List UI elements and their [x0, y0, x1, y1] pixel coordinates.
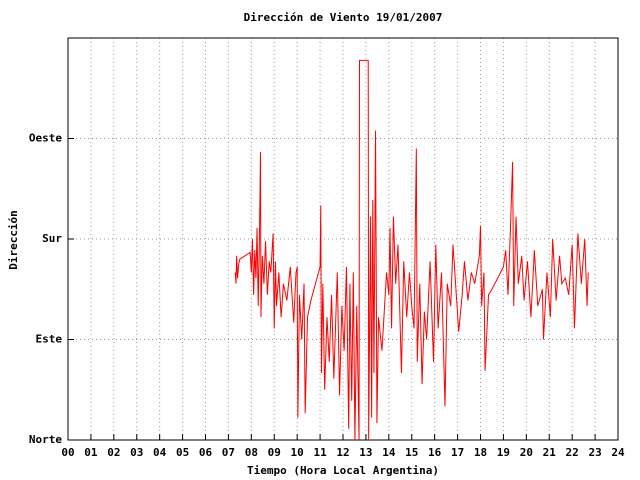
x-tick-label: 08	[245, 446, 258, 459]
x-tick-label: 02	[107, 446, 120, 459]
x-tick-label: 09	[268, 446, 281, 459]
x-tick-label: 21	[543, 446, 557, 459]
x-tick-label: 23	[588, 446, 601, 459]
x-tick-label: 19	[497, 446, 510, 459]
x-tick-label: 13	[359, 446, 372, 459]
x-tick-label: 01	[84, 446, 98, 459]
x-tick-label: 04	[153, 446, 167, 459]
x-tick-label: 07	[222, 446, 235, 459]
x-tick-label: 05	[176, 446, 189, 459]
x-tick-label: 17	[451, 446, 464, 459]
x-tick-label: 06	[199, 446, 213, 459]
x-axis-label: Tiempo (Hora Local Argentina)	[247, 464, 439, 477]
x-tick-label: 00	[61, 446, 74, 459]
y-tick-label: Oeste	[29, 132, 62, 145]
x-tick-label: 15	[405, 446, 418, 459]
x-tick-label: 22	[566, 446, 579, 459]
y-tick-label: Este	[36, 333, 63, 346]
y-axis-label: Dirección	[7, 210, 20, 270]
x-tick-label: 03	[130, 446, 143, 459]
x-tick-label: 20	[520, 446, 533, 459]
y-tick-label: Norte	[29, 433, 62, 446]
x-tick-label: 18	[474, 446, 487, 459]
chart-title: Dirección de Viento 19/01/2007	[244, 11, 443, 24]
x-tick-label: 10	[291, 446, 304, 459]
plot-frame	[67, 37, 619, 441]
y-tick-label: Sur	[42, 232, 62, 245]
x-tick-label: 16	[428, 446, 442, 459]
x-tick-label: 14	[382, 446, 396, 459]
x-tick-label: 11	[313, 446, 327, 459]
x-tick-label: 24	[611, 446, 625, 459]
data-line	[234, 59, 589, 441]
x-tick-label: 12	[336, 446, 349, 459]
